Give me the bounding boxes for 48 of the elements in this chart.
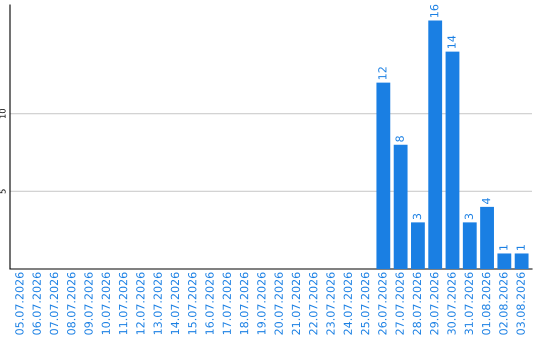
x-tick-label: 31.07.2026 bbox=[464, 272, 473, 335]
bar bbox=[480, 206, 494, 269]
x-tick-label: 18.07.2026 bbox=[240, 272, 248, 334]
x-tick-label: 11.07.2026 bbox=[118, 272, 128, 334]
data-label: 3 bbox=[412, 214, 422, 220]
data-label: 8 bbox=[395, 136, 404, 142]
data-label: 16 bbox=[430, 4, 438, 17]
x-tick-label: 28.07.2026 bbox=[412, 272, 422, 335]
data-label: 12 bbox=[378, 67, 386, 80]
x-tick-label: 29.07.2026 bbox=[430, 272, 438, 335]
x-tick-label: 07.07.2026 bbox=[50, 272, 58, 335]
x-tick-label: 14.07.2026 bbox=[170, 272, 180, 334]
data-label: 1 bbox=[516, 245, 525, 250]
x-tick-label: 19.07.2026 bbox=[257, 272, 266, 334]
bar bbox=[446, 52, 460, 269]
x-tick-label: 05.07.2026 bbox=[15, 272, 24, 335]
x-tick-label: 24.07.2026 bbox=[344, 272, 352, 335]
bar bbox=[497, 253, 512, 269]
x-tick-label: 10.07.2026 bbox=[102, 272, 110, 334]
x-tick-label: 01.08.2026 bbox=[482, 272, 490, 335]
x-tick-label: 30.07.2026 bbox=[447, 272, 456, 335]
bar bbox=[514, 253, 529, 269]
x-tick-label: 26.07.2026 bbox=[378, 272, 387, 335]
x-tick-label: 17.07.2026 bbox=[222, 272, 232, 334]
data-label: 4 bbox=[482, 198, 490, 204]
x-tick-label: 02.08.2026 bbox=[499, 272, 508, 335]
bar bbox=[462, 222, 477, 269]
bar bbox=[411, 222, 425, 269]
x-tick-label: 22.07.2026 bbox=[309, 272, 318, 335]
x-tick-label: 12.07.2026 bbox=[136, 272, 145, 334]
data-label: 1 bbox=[499, 245, 508, 250]
x-tick-label: 27.07.2026 bbox=[395, 272, 404, 335]
data-label: 3 bbox=[464, 214, 473, 220]
x-tick-label: 15.07.2026 bbox=[188, 272, 196, 334]
x-tick-label: 23.07.2026 bbox=[326, 272, 335, 335]
x-tick-label: 21.07.2026 bbox=[292, 272, 300, 335]
x-tick-label: 16.07.2026 bbox=[205, 272, 214, 334]
bar bbox=[394, 144, 408, 269]
x-tick-label: 09.07.2026 bbox=[84, 272, 93, 335]
x-tick-label: 13.07.2026 bbox=[153, 272, 162, 334]
x-tick-label: 06.07.2026 bbox=[32, 272, 41, 335]
x-tick-label: 08.07.2026 bbox=[67, 272, 76, 335]
x-tick-label: 20.07.2026 bbox=[274, 272, 283, 335]
data-label: 14 bbox=[447, 36, 456, 48]
bar bbox=[376, 82, 390, 269]
x-tick-label: 03.08.2026 bbox=[516, 272, 525, 335]
bar bbox=[428, 20, 442, 269]
x-tick-label: 25.07.2026 bbox=[360, 272, 370, 335]
